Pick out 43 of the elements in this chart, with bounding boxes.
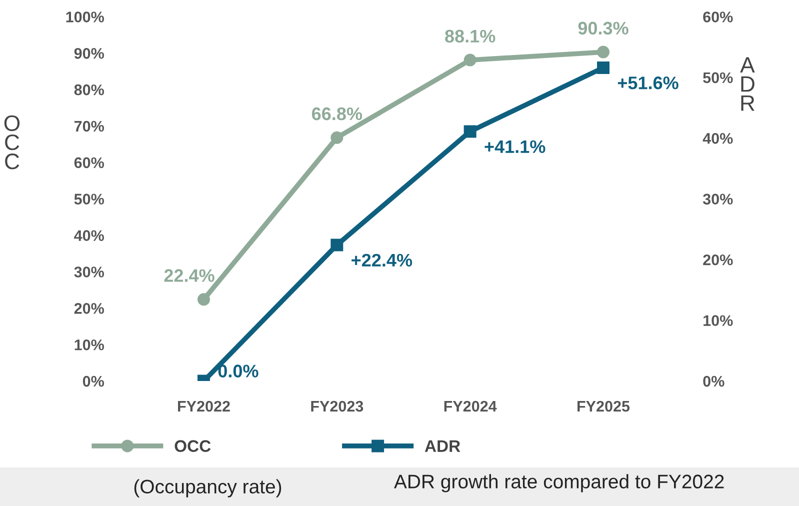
y2-tick-label: 60% — [703, 12, 733, 22]
y-tick-label: 30% — [74, 266, 104, 278]
y2-tick-label: 40% — [702, 133, 733, 144]
x-tick-label: FY2023 — [311, 400, 364, 412]
text: ADR growth rate compared to FY2022 — [394, 474, 724, 492]
y2-tick-label: 0% — [703, 376, 724, 387]
data-label: +41.1% — [484, 140, 546, 154]
point — [596, 61, 610, 74]
y-tick-label: 100% — [66, 12, 104, 22]
point — [596, 46, 610, 58]
x-tick-label: FY2025 — [578, 400, 630, 412]
point — [330, 238, 344, 252]
x-tick-label: FY2024 — [444, 400, 497, 412]
y2-tick-label: 20% — [703, 254, 733, 266]
y2-tick-label: 50% — [703, 72, 733, 84]
y-tick-label: 80% — [74, 84, 104, 96]
y-tick-label: 90% — [74, 48, 104, 59]
data-label: +51.6% — [618, 76, 678, 90]
y-tick-label: 60% — [74, 157, 104, 168]
y2-tick-label: 30% — [702, 194, 733, 205]
data-label: 90.3% — [578, 22, 628, 35]
point — [197, 293, 210, 306]
data-label: 0.0% — [218, 364, 258, 378]
y-tick-label: 0% — [82, 376, 104, 387]
y-tick-label: 20% — [74, 303, 104, 314]
y-tick-label: 50% — [74, 194, 104, 205]
x-tick-label: FY2022 — [178, 400, 230, 412]
y2-tick-label: 10% — [704, 315, 733, 326]
text: (Occupancy rate) — [134, 479, 282, 498]
y-tick-label: 70% — [74, 120, 104, 132]
y-tick-label: 40% — [74, 230, 104, 241]
data-label: 22.4% — [164, 269, 214, 282]
data-label: 88.1% — [445, 30, 496, 43]
point — [464, 54, 476, 66]
point — [464, 125, 476, 138]
y-axis-title: OCC — [4, 115, 20, 170]
legend-label: OCC — [174, 440, 211, 452]
data-label: 66.8% — [312, 107, 362, 120]
y2-axis-title: ADR — [740, 57, 755, 111]
point — [330, 131, 344, 144]
legend-label: ADR — [424, 440, 460, 452]
data-label: +22.4% — [352, 254, 412, 267]
y-tick-label: 10% — [74, 339, 104, 350]
